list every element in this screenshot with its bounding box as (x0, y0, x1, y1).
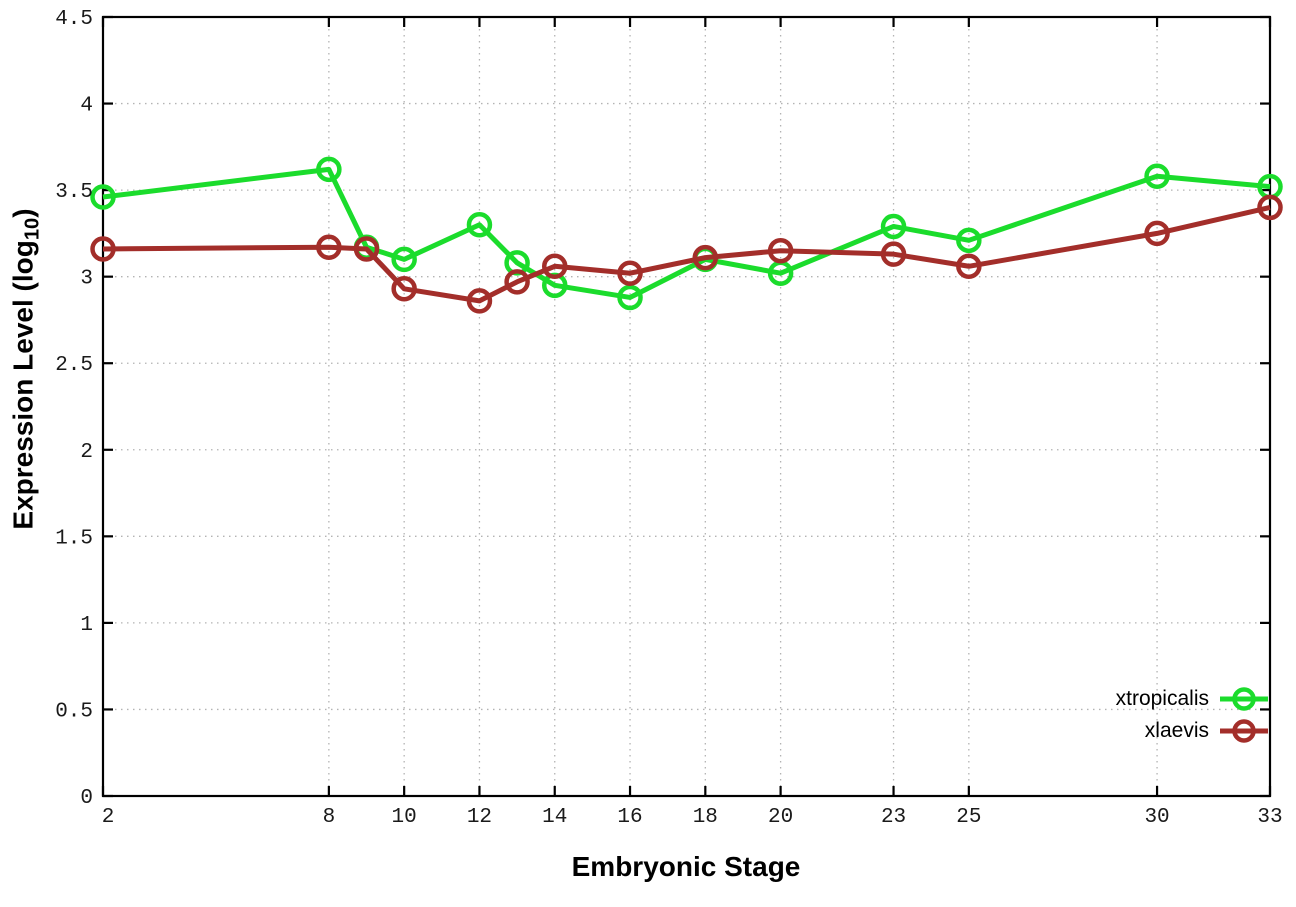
data-point-xtropicalis (90, 184, 116, 210)
x-tick-label: 10 (392, 806, 417, 829)
y-tick-label: 0.5 (55, 700, 93, 723)
x-tick-label: 23 (881, 806, 906, 829)
data-point-xlaevis (466, 288, 493, 314)
y-tick-label: 4.5 (55, 8, 93, 31)
x-tick-label: 25 (956, 806, 981, 829)
y-axis-label: Expression Level (log10) (8, 208, 45, 529)
x-axis-label: Embryonic Stage (571, 851, 801, 882)
y-tick-label: 0 (80, 787, 93, 810)
data-point-xlaevis (617, 260, 643, 286)
plot-border (101, 15, 1272, 798)
x-tick-label: 12 (467, 806, 492, 829)
data-point-xlaevis (316, 234, 342, 260)
data-point-xlaevis (1144, 220, 1170, 247)
legend-item: xlaevis (1145, 715, 1270, 747)
y-tick-label: 3 (80, 268, 93, 291)
y-tick-label: 4 (80, 95, 93, 118)
data-point-xtropicalis (956, 227, 982, 254)
y-tick-label: 2.5 (55, 354, 93, 377)
legend-label: xlaevis (1144, 719, 1209, 742)
legend-line-marker-icon (1220, 719, 1268, 743)
y-tick-label: 3.5 (55, 181, 93, 204)
x-tick-label: 20 (768, 806, 793, 829)
legend-label: xtropicalis (1115, 687, 1209, 710)
y-tick-label: 1 (80, 614, 93, 637)
series-line-xtropicalis (102, 166, 1271, 300)
y-axis-label-close: ) (7, 208, 39, 218)
y-tick-label: 1.5 (55, 527, 93, 550)
x-tick-label: 2 (102, 806, 115, 829)
data-point-xtropicalis (391, 246, 417, 273)
data-point-xtropicalis (880, 213, 907, 240)
x-tick-label: 30 (1144, 806, 1169, 829)
data-point-xlaevis (692, 244, 719, 271)
data-point-xlaevis (880, 241, 907, 267)
data-point-xlaevis (504, 269, 530, 295)
data-point-xtropicalis (316, 156, 342, 183)
legend-item: xtropicalis (1116, 683, 1270, 715)
x-tick-label: 18 (693, 806, 718, 829)
y-axis-label-subscript: 10 (21, 217, 44, 241)
x-tick-label: 14 (542, 806, 567, 829)
x-tick-label: 8 (323, 806, 336, 829)
data-point-xlaevis (541, 253, 568, 280)
data-point-xtropicalis (466, 211, 493, 238)
x-tick-label: 16 (617, 806, 642, 829)
data-point-xtropicalis (617, 284, 643, 311)
y-tick-label: 2 (80, 441, 93, 464)
legend-line-marker-icon (1220, 687, 1268, 711)
data-point-xlaevis (391, 276, 417, 302)
data-point-xlaevis (767, 237, 794, 264)
data-point-xlaevis (1257, 194, 1283, 221)
x-tick-label: 33 (1257, 806, 1282, 829)
data-point-xlaevis (90, 236, 116, 262)
y-axis-label-main: Expression Level (log (7, 240, 39, 530)
data-point-xtropicalis (1144, 163, 1170, 190)
series-line-xlaevis (102, 204, 1271, 304)
data-point-xlaevis (353, 236, 380, 262)
data-point-xlaevis (956, 253, 982, 280)
